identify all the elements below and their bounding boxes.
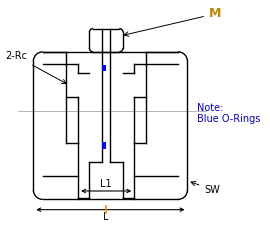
Text: Blue O-Rings: Blue O-Rings	[197, 114, 260, 124]
Bar	[102, 142, 106, 149]
Text: L1: L1	[100, 179, 112, 189]
Text: SW: SW	[191, 182, 220, 195]
Text: M: M	[124, 7, 221, 36]
Bar	[102, 65, 106, 71]
Text: 2-Rc: 2-Rc	[5, 51, 66, 84]
Text: Note:: Note:	[197, 104, 223, 114]
Text: L: L	[103, 212, 109, 221]
